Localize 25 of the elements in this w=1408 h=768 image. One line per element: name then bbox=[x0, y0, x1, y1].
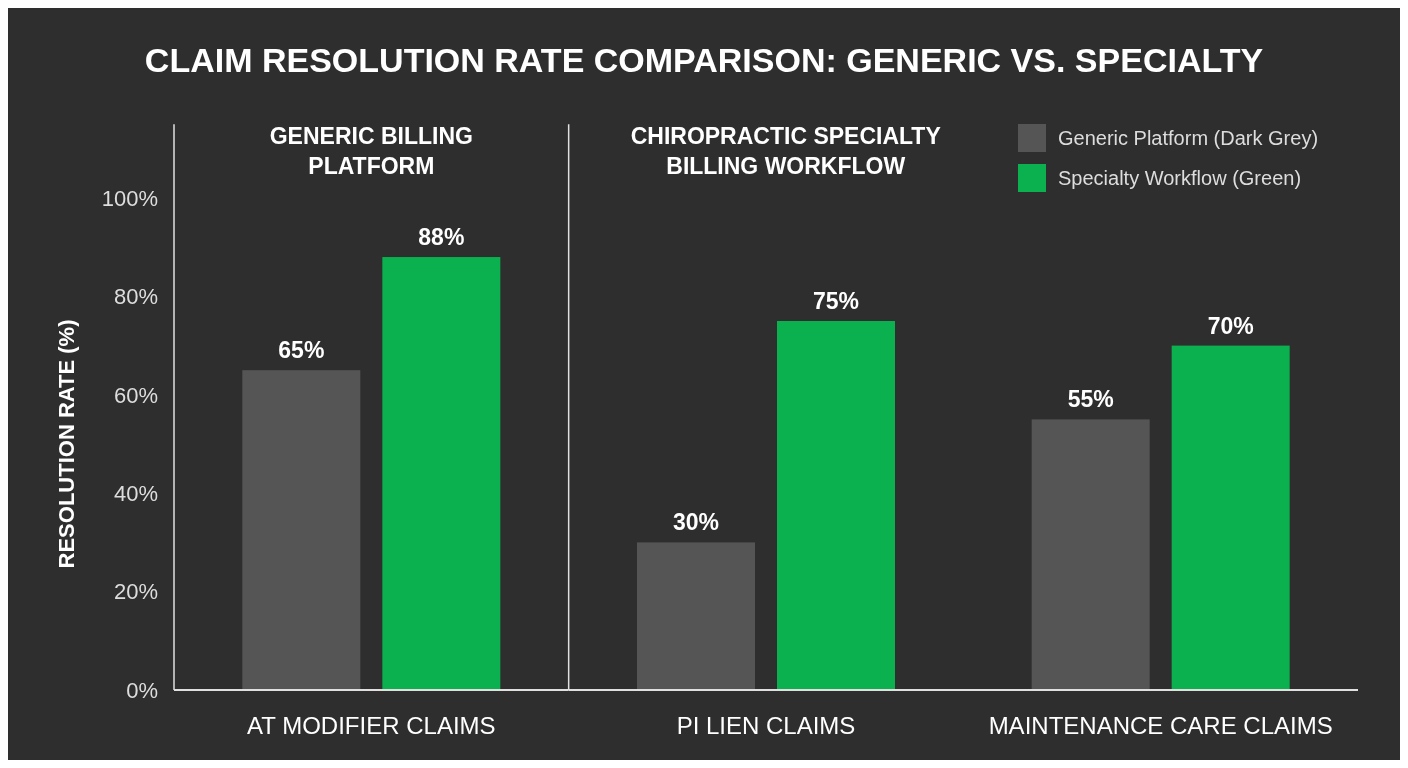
text: GENERIC BILLING PLATFORM bbox=[269, 123, 473, 179]
text: 30% bbox=[672, 509, 720, 536]
y-tick-label: 100% bbox=[101, 185, 158, 211]
y-tick-label: 20% bbox=[113, 579, 158, 605]
y-tick-label: 0% bbox=[126, 677, 158, 703]
text: 88% bbox=[418, 224, 465, 251]
text: 65% bbox=[278, 337, 325, 364]
y-tick-label: 40% bbox=[113, 480, 158, 506]
x-tick-label: AT MODIFIER CLAIMS bbox=[247, 712, 496, 739]
bar bbox=[777, 321, 895, 690]
x-tick-label: PI LIEN CLAIMS bbox=[676, 712, 856, 739]
y-tick-label: 80% bbox=[113, 284, 158, 310]
text: 55% bbox=[1067, 386, 1114, 413]
legend-label: Specialty Workflow (Green) bbox=[1058, 167, 1302, 189]
x-tick-label: MAINTENANCE CARE CLAIMS bbox=[988, 712, 1333, 739]
text: 70% bbox=[1207, 312, 1254, 339]
bar bbox=[1031, 419, 1150, 690]
text: CLAIM RESOLUTION RATE COMPARISON: GENERIC VS. SPECIALTY bbox=[144, 41, 1264, 79]
text: 75% bbox=[812, 288, 860, 314]
text: CHIROPRACTIC SPECIALTY BILLING WORKFLOW bbox=[630, 123, 941, 179]
legend-label: Generic Platform (Dark Grey) bbox=[1058, 127, 1319, 149]
bar bbox=[637, 542, 755, 690]
bar bbox=[1171, 345, 1290, 690]
y-tick-label: 60% bbox=[113, 382, 158, 408]
y-axis-title: RESOLUTION RATE (%) bbox=[54, 319, 79, 569]
